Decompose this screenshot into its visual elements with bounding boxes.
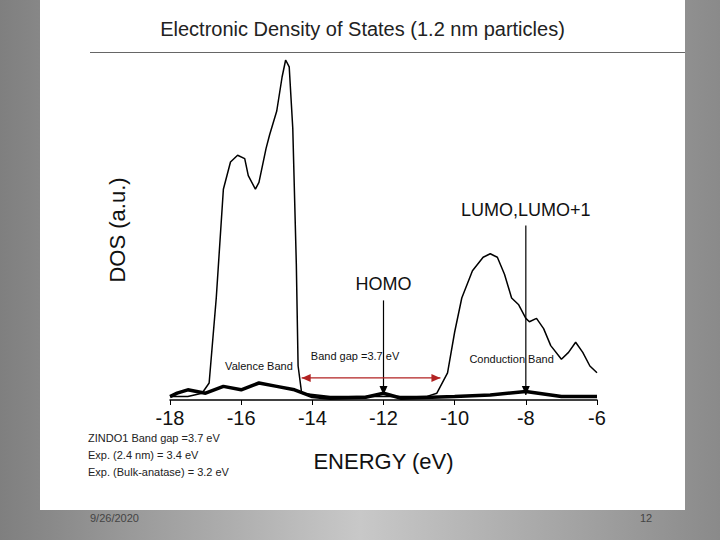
- html-text:9/26/2020: 9/26/2020: [90, 512, 139, 524]
- html-text:Exp. (Bulk-anatase) = 3.2 eV: Exp. (Bulk-anatase) = 3.2 eV: [88, 466, 229, 478]
- svg-text:Conduction Band: Conduction Band: [469, 353, 553, 365]
- svg-text:DOS (a.u.): DOS (a.u.): [105, 177, 130, 282]
- svg-text:Band gap =3.7 eV: Band gap =3.7 eV: [311, 350, 400, 362]
- svg-text:-6: -6: [588, 407, 606, 429]
- html-text:ZINDO1 Band gap =3.7 eV: ZINDO1 Band gap =3.7 eV: [88, 432, 220, 444]
- svg-text:Valence Band: Valence Band: [225, 360, 293, 372]
- svg-text:-14: -14: [298, 407, 327, 429]
- html-text:12: 12: [640, 512, 653, 524]
- svg-text:-18: -18: [156, 407, 185, 429]
- svg-text:-16: -16: [227, 407, 256, 429]
- svg-text:ENERGY (eV): ENERGY (eV): [313, 449, 453, 474]
- html-text:Electronic Density of States (: Electronic Density of States (1.2 nm par…: [160, 18, 565, 40]
- svg-text:HOMO: HOMO: [356, 274, 412, 294]
- html-text:Exp. (2.4 nm) = 3.4 eV: Exp. (2.4 nm) = 3.4 eV: [88, 449, 199, 461]
- svg-text:-8: -8: [517, 407, 535, 429]
- svg-text:-10: -10: [440, 407, 469, 429]
- svg-text:LUMO,LUMO+1: LUMO,LUMO+1: [461, 200, 591, 220]
- svg-text:-12: -12: [369, 407, 398, 429]
